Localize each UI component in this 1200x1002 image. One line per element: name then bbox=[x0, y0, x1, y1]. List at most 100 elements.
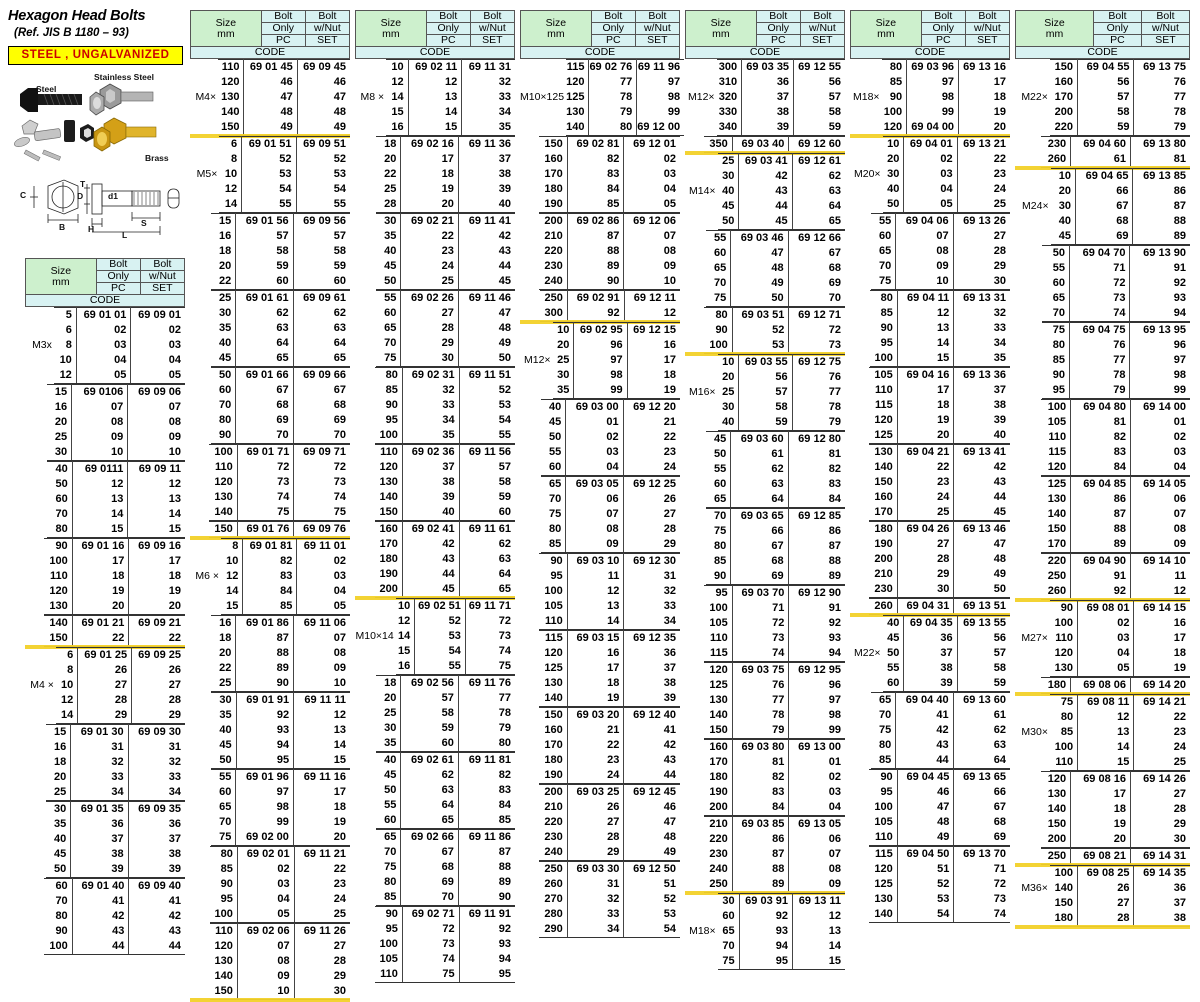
table-row[interactable]: 90 69 02 71 69 11 91 bbox=[355, 906, 515, 922]
table-row[interactable]: 105 48 68 bbox=[850, 815, 1010, 830]
table-row[interactable]: 120 84 04 bbox=[1015, 460, 1190, 476]
table-row[interactable]: 100 17 17 bbox=[25, 554, 185, 569]
table-row[interactable]: 130 08 28 bbox=[190, 954, 350, 969]
table-row[interactable]: 110 72 72 bbox=[190, 460, 350, 475]
table-row[interactable]: 50 61 81 bbox=[685, 447, 845, 462]
table-row[interactable]: 90 69 04 45 69 13 65 bbox=[850, 769, 1010, 785]
table-row[interactable]: 65 73 93 bbox=[1015, 291, 1190, 306]
table-row[interactable]: 150 79 99 bbox=[685, 723, 845, 739]
table-row[interactable]: 65 48 68 bbox=[685, 261, 845, 276]
table-row[interactable]: 100 73 93 bbox=[355, 937, 515, 952]
table-row[interactable]: 190 27 47 bbox=[850, 537, 1010, 552]
table-row[interactable]: 100 14 24 bbox=[1015, 740, 1190, 755]
table-row[interactable]: 35 22 42 bbox=[355, 229, 515, 244]
table-row[interactable]: M6 × 12 83 03 bbox=[190, 569, 350, 584]
table-row[interactable]: 180 23 43 bbox=[520, 753, 680, 768]
table-row[interactable]: 50 05 25 bbox=[850, 197, 1010, 213]
table-row[interactable]: 60 27 47 bbox=[355, 306, 515, 321]
table-row[interactable]: 50 95 15 bbox=[190, 753, 350, 769]
table-row[interactable]: 100 44 44 bbox=[25, 939, 185, 955]
table-row[interactable]: 80 69 02 31 69 11 51 bbox=[355, 367, 515, 383]
table-row[interactable]: 30 69 03 91 69 13 11 bbox=[685, 893, 845, 909]
table-row[interactable]: 10 69 04 01 69 13 21 bbox=[850, 136, 1010, 152]
table-row[interactable]: 16 55 75 bbox=[355, 659, 515, 675]
table-row[interactable]: 16 07 07 bbox=[25, 400, 185, 415]
table-row[interactable]: 110 49 69 bbox=[850, 830, 1010, 846]
table-row[interactable]: 30 58 78 bbox=[685, 400, 845, 415]
table-row[interactable]: 80 08 28 bbox=[520, 522, 680, 537]
table-row[interactable]: 8 69 01 81 69 11 01 bbox=[190, 538, 350, 554]
table-row[interactable]: 120 69 08 16 69 14 26 bbox=[1015, 771, 1190, 787]
table-row[interactable]: 80 67 87 bbox=[685, 539, 845, 554]
table-row[interactable]: 10 04 04 bbox=[25, 353, 185, 368]
table-row[interactable]: 65 69 04 40 69 13 60 bbox=[850, 692, 1010, 708]
table-row[interactable]: M14× 40 43 63 bbox=[685, 184, 845, 199]
table-row[interactable]: 120 46 46 bbox=[190, 75, 350, 90]
table-row[interactable]: 85 32 52 bbox=[355, 383, 515, 398]
table-row[interactable]: 60 65 85 bbox=[355, 813, 515, 829]
table-row[interactable]: 250 69 03 30 69 12 50 bbox=[520, 861, 680, 877]
table-row[interactable]: 45 24 44 bbox=[355, 259, 515, 274]
table-row[interactable]: 75 30 50 bbox=[355, 351, 515, 367]
table-row[interactable]: 150 69 04 55 69 13 75 bbox=[1015, 59, 1190, 75]
table-row[interactable]: 55 69 03 46 69 12 66 bbox=[685, 230, 845, 246]
table-row[interactable]: 160 56 76 bbox=[1015, 75, 1190, 90]
table-row[interactable]: 60 97 17 bbox=[190, 785, 350, 800]
table-row[interactable]: 10 69 02 51 69 11 71 bbox=[355, 598, 515, 614]
table-row[interactable]: 90 33 53 bbox=[355, 398, 515, 413]
table-row[interactable]: 140 80 69 12 00 bbox=[520, 120, 685, 136]
table-row[interactable]: 110 15 25 bbox=[1015, 755, 1190, 771]
table-row[interactable]: 85 77 97 bbox=[1015, 353, 1190, 368]
table-row[interactable]: 90 78 98 bbox=[1015, 368, 1190, 383]
table-row[interactable]: 85 97 17 bbox=[850, 75, 1010, 90]
table-row[interactable]: 130 69 04 21 69 13 41 bbox=[850, 444, 1010, 460]
table-row[interactable]: 50 12 12 bbox=[25, 477, 185, 492]
table-row[interactable]: 22 60 60 bbox=[190, 274, 350, 290]
table-row[interactable]: M18× 90 98 18 bbox=[850, 90, 1010, 105]
table-row[interactable]: 75 42 62 bbox=[850, 723, 1010, 738]
table-row[interactable]: 130 79 99 bbox=[520, 105, 684, 120]
table-row[interactable]: 100 69 04 80 69 14 00 bbox=[1015, 399, 1190, 415]
table-row[interactable]: 105 13 33 bbox=[520, 599, 680, 614]
table-row[interactable]: 160 82 02 bbox=[520, 152, 680, 167]
table-row[interactable]: 70 14 14 bbox=[25, 507, 185, 522]
table-row[interactable]: 140 18 28 bbox=[1015, 802, 1190, 817]
table-row[interactable]: 220 86 06 bbox=[685, 832, 845, 847]
table-row[interactable]: 45 69 89 bbox=[1015, 229, 1190, 245]
table-row[interactable]: 270 32 52 bbox=[520, 892, 680, 907]
table-row[interactable]: 170 83 03 bbox=[520, 167, 680, 182]
table-row[interactable]: 290 34 54 bbox=[520, 922, 680, 938]
table-row[interactable]: 60 63 83 bbox=[685, 477, 845, 492]
table-row[interactable]: 240 90 10 bbox=[520, 274, 680, 290]
table-row[interactable]: 75 95 15 bbox=[685, 954, 845, 970]
table-row[interactable]: 80 43 63 bbox=[850, 738, 1010, 753]
table-row[interactable]: 95 11 31 bbox=[520, 569, 680, 584]
table-row[interactable]: 90 13 33 bbox=[850, 321, 1010, 336]
table-row[interactable]: 6 02 02 bbox=[25, 323, 185, 338]
table-row[interactable]: 110 69 02 36 69 11 56 bbox=[355, 444, 515, 460]
table-row[interactable]: 120 16 36 bbox=[520, 646, 680, 661]
table-row[interactable]: 30 10 10 bbox=[25, 445, 185, 461]
table-row[interactable]: 65 08 28 bbox=[850, 244, 1010, 259]
table-row[interactable]: 6 69 01 25 69 09 25 bbox=[25, 647, 185, 663]
table-row[interactable]: 140 69 01 21 69 09 21 bbox=[25, 615, 185, 631]
table-row[interactable]: 280 33 53 bbox=[520, 907, 680, 922]
table-row[interactable]: 140 54 74 bbox=[850, 907, 1010, 923]
table-row[interactable]: M3x 8 03 03 bbox=[25, 338, 185, 353]
table-row[interactable]: 40 69 04 35 69 13 55 bbox=[850, 615, 1010, 631]
table-row[interactable]: 28 20 40 bbox=[355, 197, 515, 213]
table-row[interactable]: 230 89 09 bbox=[520, 259, 680, 274]
table-row[interactable]: 55 69 04 06 69 13 26 bbox=[850, 213, 1010, 229]
table-row[interactable]: 22 89 09 bbox=[190, 661, 350, 676]
table-row[interactable]: 12 12 32 bbox=[355, 75, 515, 90]
table-row[interactable]: 80 69 04 11 69 13 31 bbox=[850, 290, 1010, 306]
table-row[interactable]: 125 76 96 bbox=[685, 678, 845, 693]
table-row[interactable]: 80 76 96 bbox=[1015, 338, 1190, 353]
table-row[interactable]: 70 74 94 bbox=[1015, 306, 1190, 322]
table-row[interactable]: 210 87 07 bbox=[520, 229, 680, 244]
table-row[interactable]: 30 62 62 bbox=[190, 306, 350, 321]
table-row[interactable]: 150 88 08 bbox=[1015, 522, 1190, 537]
table-row[interactable]: 75 68 88 bbox=[355, 860, 515, 875]
table-row[interactable]: 150 69 01 76 69 09 76 bbox=[190, 521, 350, 538]
table-row[interactable]: 130 20 20 bbox=[25, 599, 185, 615]
